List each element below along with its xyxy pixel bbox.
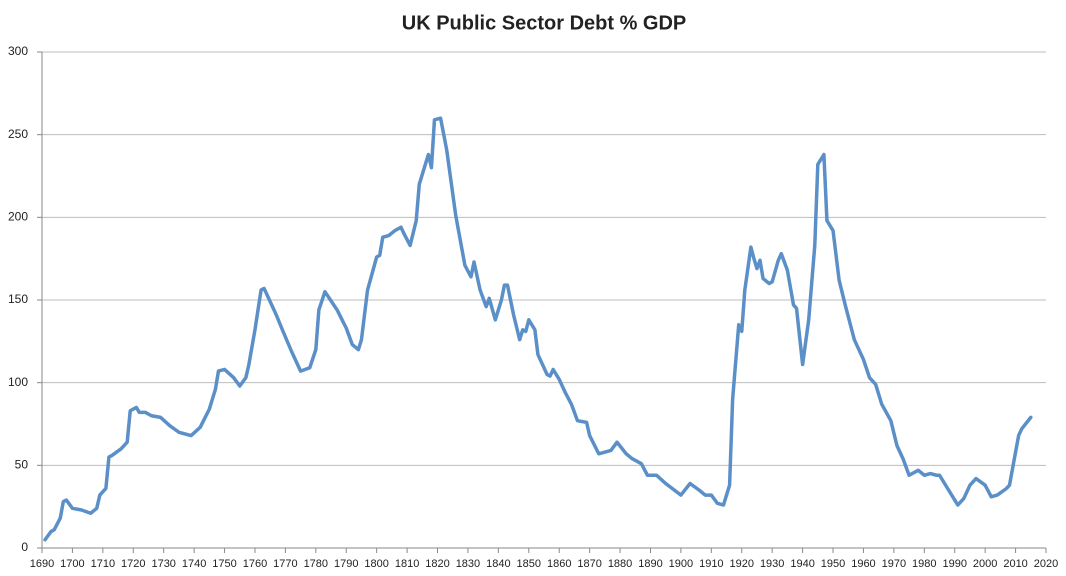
x-tick-label: 1800 <box>364 558 388 570</box>
x-tick-label: 1690 <box>30 558 54 570</box>
x-tick-label: 1890 <box>638 558 662 570</box>
x-tick-label: 1710 <box>91 558 115 570</box>
data-line <box>43 116 1033 542</box>
y-tick-label: 150 <box>8 292 28 306</box>
x-tick-label: 1910 <box>699 558 723 570</box>
x-tick-label: 2010 <box>1003 558 1027 570</box>
chart-title: UK Public Sector Debt % GDP <box>402 12 687 34</box>
x-tick-label: 1870 <box>577 558 601 570</box>
x-tick-label: 1980 <box>912 558 936 570</box>
x-tick-label: 1730 <box>151 558 175 570</box>
x-tick-label: 1920 <box>730 558 754 570</box>
x-tick-label: 2000 <box>973 558 997 570</box>
x-tick-label: 1970 <box>882 558 906 570</box>
x-tick-label: 1840 <box>486 558 510 570</box>
x-tick-label: 1820 <box>425 558 449 570</box>
y-tick-label: 50 <box>15 458 29 472</box>
x-tick-label: 1790 <box>334 558 358 570</box>
x-tick-label: 1750 <box>212 558 236 570</box>
x-tick-label: 1760 <box>243 558 267 570</box>
y-tick-label: 0 <box>21 540 28 554</box>
x-tick-label: 1990 <box>942 558 966 570</box>
x-tick-label: 1810 <box>395 558 419 570</box>
x-tick-label: 1900 <box>669 558 693 570</box>
x-tick-label: 1830 <box>456 558 480 570</box>
x-tick-label: 1770 <box>273 558 297 570</box>
x-tick-label: 1940 <box>790 558 814 570</box>
x-tick-label: 1860 <box>547 558 571 570</box>
y-tick-label: 100 <box>8 375 28 389</box>
x-tick-label: 1930 <box>760 558 784 570</box>
x-tick-label: 1850 <box>517 558 541 570</box>
x-tick-label: 1960 <box>851 558 875 570</box>
y-tick-label: 300 <box>8 44 28 58</box>
y-tick-label: 250 <box>8 127 28 141</box>
x-tick-label: 1720 <box>121 558 145 570</box>
x-tick-label: 1880 <box>608 558 632 570</box>
x-tick-label: 1950 <box>821 558 845 570</box>
x-tick-label: 1740 <box>182 558 206 570</box>
y-tick-label: 200 <box>8 210 28 224</box>
x-tick-label: 2020 <box>1034 558 1058 570</box>
x-tick-label: 1700 <box>60 558 84 570</box>
x-tick-label: 1780 <box>304 558 328 570</box>
